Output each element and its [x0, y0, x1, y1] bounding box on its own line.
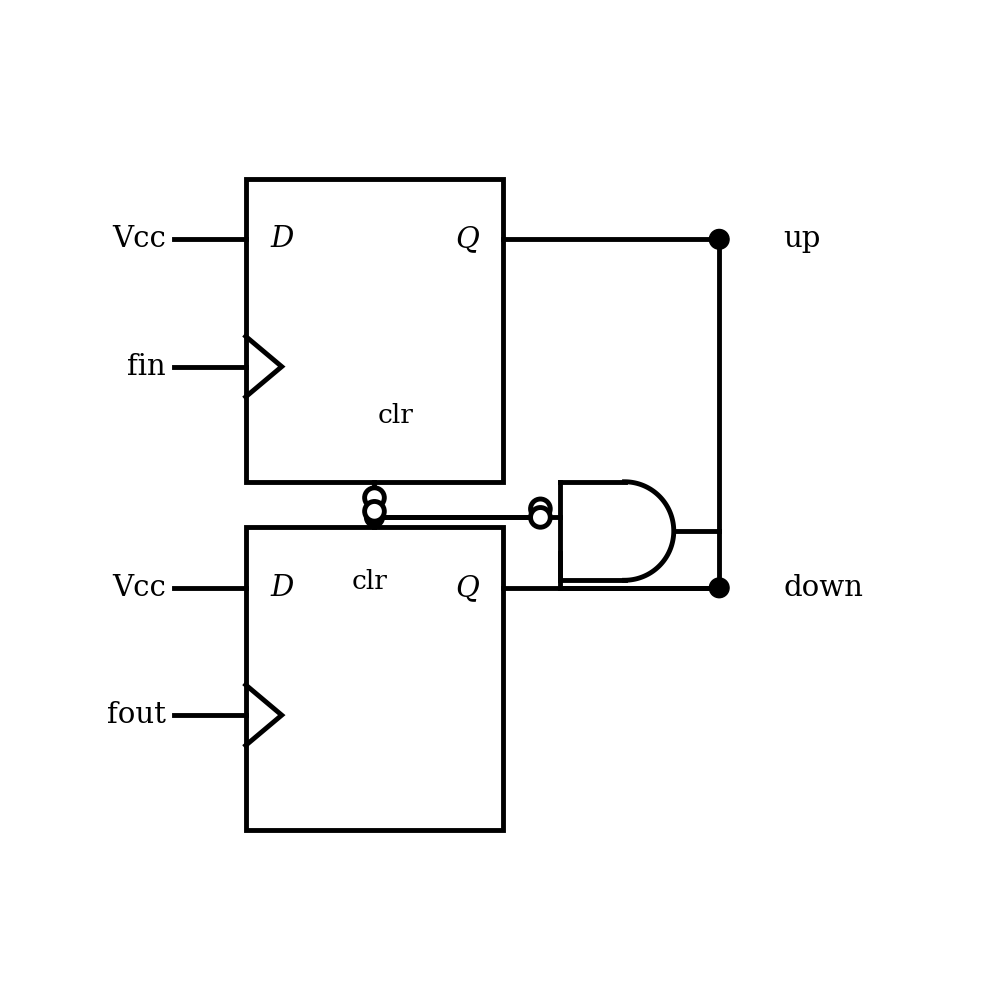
Text: Vcc: Vcc: [112, 225, 166, 253]
Text: Q: Q: [456, 225, 479, 253]
Circle shape: [709, 229, 729, 249]
Circle shape: [530, 508, 550, 527]
Circle shape: [530, 499, 550, 519]
Bar: [246, 527, 503, 830]
Text: Q: Q: [456, 574, 479, 602]
Circle shape: [364, 502, 384, 522]
Text: D: D: [270, 574, 294, 602]
Text: clr: clr: [377, 402, 413, 428]
Text: fout: fout: [107, 702, 166, 729]
Text: down: down: [784, 574, 863, 602]
Circle shape: [364, 508, 384, 527]
Circle shape: [709, 578, 729, 597]
Circle shape: [364, 488, 384, 508]
Text: D: D: [270, 225, 294, 253]
Text: Vcc: Vcc: [112, 574, 166, 602]
Text: clr: clr: [352, 570, 387, 594]
Text: up: up: [784, 225, 821, 253]
Bar: [246, 179, 503, 482]
Text: fin: fin: [128, 352, 166, 381]
